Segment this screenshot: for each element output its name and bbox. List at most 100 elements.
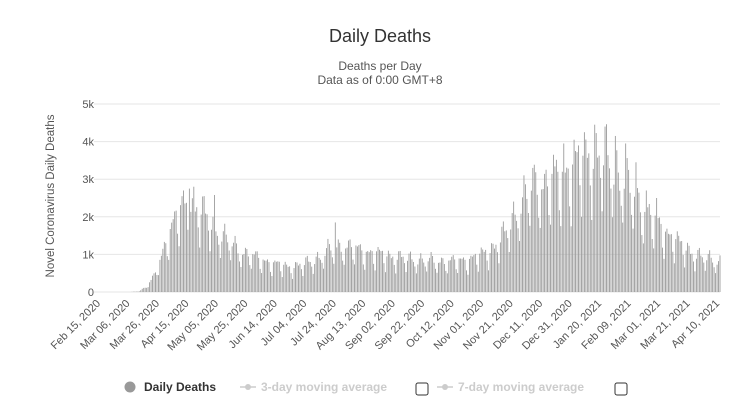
bar (234, 235, 236, 292)
bar (432, 255, 434, 292)
bar (511, 213, 513, 292)
bar (218, 244, 220, 292)
bar (326, 248, 327, 292)
bar (703, 262, 705, 292)
bar (427, 261, 429, 292)
checkbox-7-day-average[interactable] (614, 382, 628, 396)
bar (323, 268, 324, 292)
bar (653, 248, 655, 292)
bar (152, 275, 153, 292)
bar (292, 278, 294, 292)
bar (485, 249, 487, 292)
bar (331, 257, 333, 292)
bar (600, 177, 602, 292)
bar (390, 258, 392, 292)
bar (172, 219, 174, 292)
bar (609, 168, 610, 292)
bar (337, 239, 339, 292)
bar (651, 239, 653, 292)
bar (255, 251, 257, 292)
bar (606, 124, 607, 292)
bar (286, 264, 288, 292)
y-axis-title: Novel Coronavirus Daily Deaths (45, 114, 57, 277)
bar (423, 262, 425, 292)
bar (499, 242, 501, 292)
bar (185, 202, 187, 292)
bar (293, 268, 295, 292)
bar (211, 229, 212, 292)
checkbox-3-day-average[interactable] (415, 382, 429, 396)
bar (333, 263, 335, 292)
bar (270, 271, 271, 292)
bar (639, 212, 641, 292)
bar (669, 234, 671, 292)
y-tick-label: 5k (82, 99, 94, 111)
bar (171, 222, 173, 292)
bar (488, 270, 490, 292)
bar (443, 264, 445, 292)
bar (635, 162, 637, 292)
bar (656, 198, 658, 292)
bar (314, 264, 316, 292)
bar (491, 243, 492, 292)
bar (340, 251, 342, 292)
legend-label-daily-deaths[interactable]: Daily Deaths (144, 380, 216, 394)
legend-label-3-day-average[interactable]: 3-day moving average (261, 380, 387, 394)
bar (418, 258, 420, 292)
bar (199, 247, 201, 292)
bar (370, 250, 372, 292)
bar (474, 253, 476, 292)
bar (348, 240, 350, 292)
bar (162, 248, 164, 292)
bar (239, 261, 240, 292)
bar (508, 252, 510, 292)
bar (277, 261, 279, 292)
bar (626, 158, 628, 292)
bar (393, 264, 395, 292)
bar (258, 257, 260, 292)
bar (648, 203, 650, 292)
bar (558, 210, 560, 292)
bar (362, 264, 364, 292)
bar (361, 250, 363, 292)
bar (594, 124, 596, 293)
bar (321, 262, 323, 292)
bar (578, 145, 579, 292)
bar (256, 251, 258, 292)
bar (660, 223, 662, 292)
bar (592, 168, 594, 292)
bar (153, 273, 155, 292)
bar (557, 171, 559, 292)
x-tick-label: Feb 15, 2020 (49, 298, 103, 352)
bar (492, 243, 494, 292)
bar (573, 139, 575, 292)
bar (404, 263, 406, 292)
bar (567, 168, 569, 292)
bar (216, 235, 218, 292)
bar (365, 251, 367, 292)
bar (614, 135, 616, 292)
bar (672, 251, 674, 292)
bar (553, 154, 554, 292)
bar (281, 277, 283, 292)
bar (355, 245, 357, 292)
bar (673, 263, 675, 292)
bar (663, 258, 665, 292)
bar (311, 266, 313, 292)
bar (222, 231, 224, 292)
bar (299, 263, 301, 292)
bar (349, 239, 351, 292)
bar (564, 172, 566, 292)
legend-label-7-day-average[interactable]: 7-day moving average (458, 380, 584, 394)
bar (298, 265, 299, 292)
bar (430, 251, 432, 292)
bar (666, 228, 668, 292)
bar (309, 262, 311, 292)
bar (382, 250, 383, 292)
bar (401, 257, 403, 292)
bar (662, 247, 663, 292)
bar (367, 251, 369, 292)
bar (262, 259, 264, 292)
y-tick-label: 4k (82, 137, 94, 149)
bar (581, 216, 582, 292)
